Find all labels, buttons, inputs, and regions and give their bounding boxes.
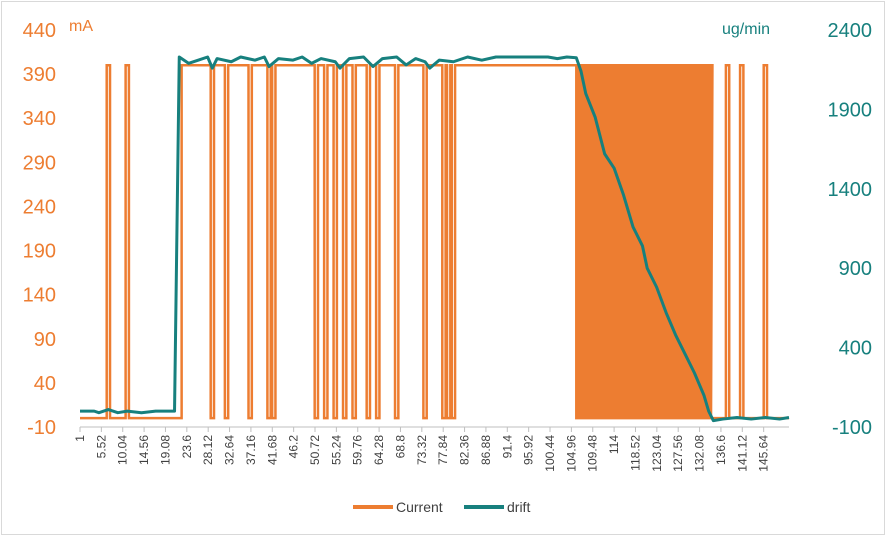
- x-tick-label: 100.44: [543, 435, 557, 472]
- y-left-tick-label: 190: [23, 241, 56, 263]
- x-tick-label: 37.16: [244, 435, 258, 465]
- x-tick-label: 77.84: [436, 435, 450, 465]
- x-tick-label: 55.24: [329, 435, 343, 465]
- y-left-ticks: 440 390 340 290 240 190 140 90 40 -10: [23, 20, 56, 439]
- x-tick-label: 91.4: [500, 435, 514, 459]
- y-left-tick-label: 90: [34, 329, 56, 351]
- legend-drift-label: drift: [507, 499, 530, 515]
- x-tick-label: 145.64: [757, 435, 771, 472]
- y-left-tick-label: 340: [23, 108, 56, 130]
- y-right-unit: ug/min: [722, 21, 770, 38]
- current-line: [80, 64, 789, 420]
- x-tick-label: 118.52: [628, 435, 642, 471]
- y-left-tick-label: 290: [23, 152, 56, 174]
- series-current: [80, 64, 789, 420]
- legend: Current drift: [353, 499, 530, 515]
- x-tick-label: 64.28: [372, 435, 386, 465]
- x-tick-label: 141.12: [735, 435, 749, 472]
- x-tick-label: 132.08: [693, 435, 707, 472]
- y-left-tick-label: 140: [23, 285, 56, 307]
- x-tick-label: 5.52: [94, 435, 108, 459]
- x-tick-label: 95.92: [522, 435, 536, 465]
- x-ticks: 1 5.52 10.04 14.56 19.08 23.6 28.12 32.64 37.16 4…: [73, 427, 771, 472]
- drift-line: [80, 55, 790, 423]
- x-tick-label: 59.76: [351, 435, 365, 465]
- x-tick-label: 46.2: [287, 435, 301, 459]
- x-tick-label: 114: [607, 435, 621, 454]
- x-tick-label: 28.12: [201, 435, 215, 465]
- y-left-tick-label: 40: [34, 373, 56, 395]
- x-tick-label: 19.08: [158, 435, 172, 465]
- y-right-tick-label: 2400: [828, 20, 873, 42]
- series-drift: [80, 55, 790, 423]
- y-right-tick-label: 1400: [828, 179, 873, 201]
- x-tick-label: 23.6: [180, 435, 194, 459]
- x-tick-label: 41.68: [265, 435, 279, 465]
- x-tick-label: 50.72: [308, 435, 322, 465]
- y-right-tick-label: 400: [839, 338, 872, 360]
- x-tick-label: 82.36: [458, 435, 472, 465]
- x-tick-label: 73.32: [415, 435, 429, 465]
- y-right-tick-label: 1900: [828, 99, 873, 121]
- x-tick-label: 136.6: [714, 435, 728, 465]
- y-right-tick-label: 900: [839, 258, 872, 280]
- x-tick-label: 68.8: [393, 435, 407, 459]
- legend-current-label: Current: [396, 499, 443, 515]
- x-tick-label: 32.64: [223, 435, 237, 465]
- y-left-unit: mA: [69, 18, 93, 35]
- y-right-tick-label: -100: [832, 417, 872, 439]
- y-left-tick-label: -10: [27, 417, 56, 439]
- y-left-tick-label: 440: [23, 20, 56, 42]
- x-tick-label: 14.56: [137, 435, 151, 465]
- y-left-tick-label: 240: [23, 196, 56, 218]
- x-tick-label: 86.88: [479, 435, 493, 465]
- x-tick-label: 123.04: [650, 435, 664, 472]
- x-tick-label: 109.48: [586, 435, 600, 472]
- y-right-ticks: 2400 1900 1400 900 400 -100: [828, 20, 873, 439]
- x-tick-label: 1: [73, 435, 87, 442]
- x-tick-label: 127.56: [671, 435, 685, 472]
- y-left-tick-label: 390: [23, 64, 56, 86]
- x-tick-label: 104.96: [564, 435, 578, 472]
- x-tick-label: 10.04: [116, 435, 130, 465]
